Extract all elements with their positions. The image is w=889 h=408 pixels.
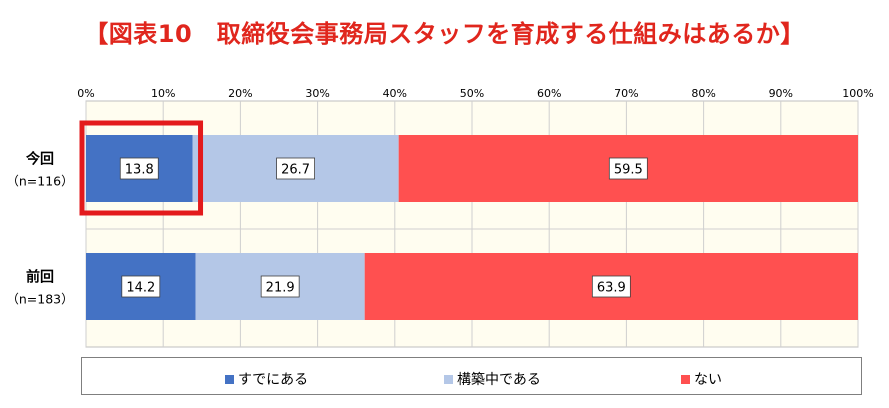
- data-label: 21.9: [266, 281, 295, 296]
- x-tick-label: 90%: [769, 87, 793, 100]
- x-tick-label: 80%: [691, 87, 715, 100]
- x-tick-label: 0%: [77, 87, 94, 100]
- x-tick-label: 70%: [614, 87, 638, 100]
- data-label-box: [608, 157, 648, 180]
- x-tick-label: 30%: [305, 87, 329, 100]
- x-tick-label: 50%: [460, 87, 484, 100]
- data-label-box: [119, 157, 159, 180]
- legend-swatch-none: [681, 374, 690, 384]
- data-label-box: [591, 275, 631, 298]
- legend-swatch-building: [444, 374, 453, 384]
- chart-title: 【図表10 取締役会事務局スタッフを育成する仕組みはあるか】: [84, 20, 805, 48]
- x-tick-label: 20%: [228, 87, 252, 100]
- x-tick-label: 10%: [151, 87, 175, 100]
- category-n-label: （n=183）: [6, 292, 73, 307]
- legend-item-exists: すでにある: [225, 369, 308, 389]
- legend-label-none: ない: [694, 372, 722, 388]
- data-label-box: [121, 275, 161, 298]
- x-tick-label: 60%: [537, 87, 561, 100]
- data-label-box: [276, 157, 315, 180]
- legend-item-building: 構築中である: [444, 369, 541, 389]
- category-label: 今回: [25, 151, 54, 168]
- category-label: 前回: [26, 269, 54, 286]
- legend-label-building: 構築中である: [457, 372, 541, 388]
- x-tick-label: 40%: [383, 87, 407, 100]
- category-n-label: （n=116）: [6, 174, 73, 189]
- legend-label-exists: すでにある: [238, 372, 309, 388]
- legend: すでにある 構築中である ない: [81, 357, 862, 395]
- legend-item-none: ない: [681, 369, 722, 389]
- data-label: 13.8: [125, 163, 154, 178]
- data-label: 59.5: [614, 163, 643, 178]
- legend-swatch-exists: [225, 374, 234, 384]
- data-label: 26.7: [281, 163, 310, 178]
- data-label: 63.9: [597, 281, 626, 296]
- x-tick-label: 100%: [842, 87, 873, 100]
- data-label-box: [260, 275, 300, 298]
- data-label: 14.2: [126, 281, 155, 296]
- highlight-box: [79, 120, 204, 216]
